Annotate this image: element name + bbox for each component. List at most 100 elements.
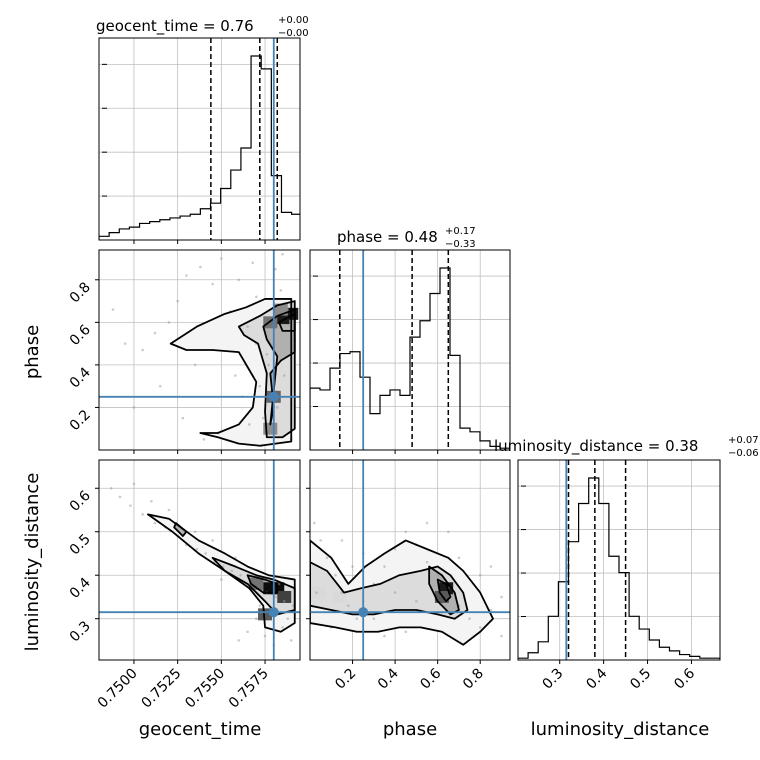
x-tick-label: 0.3 xyxy=(539,666,566,693)
sample-point xyxy=(286,617,290,620)
sample-point xyxy=(204,552,207,555)
sample-point xyxy=(211,539,214,542)
histogram-step xyxy=(99,55,300,240)
x-tick-label: 0.2 xyxy=(332,666,359,693)
panel-2-1: 0.2 0.4 0.6 0.8 xyxy=(306,459,511,693)
sample-point xyxy=(351,565,354,568)
sample-point xyxy=(282,600,286,603)
sample-point xyxy=(457,556,461,560)
y-tick-label: 0.6 xyxy=(67,322,94,349)
y-tick-label: 0.4 xyxy=(67,575,94,602)
panel-frame xyxy=(517,459,721,661)
panel-1-1 xyxy=(309,249,511,454)
contour-line xyxy=(147,513,296,633)
sample-point xyxy=(478,573,482,577)
sample-point xyxy=(111,308,115,311)
sample-point xyxy=(274,267,277,271)
sample-point xyxy=(268,427,272,431)
sample-point xyxy=(258,604,262,607)
sample-point xyxy=(251,261,255,265)
sample-point xyxy=(181,416,185,420)
density-fill xyxy=(310,562,468,619)
title-name: luminosity_distance xyxy=(494,437,643,456)
sample-point xyxy=(346,604,350,607)
sample-point xyxy=(425,560,429,564)
y-tick-label: 0.3 xyxy=(67,618,94,645)
sample-point xyxy=(383,565,386,568)
title-plus: +0.17 xyxy=(445,226,476,237)
sample-point xyxy=(312,521,316,525)
x-tick-label: 0.7550 xyxy=(182,666,228,712)
density-fill xyxy=(263,309,295,425)
truth-marker xyxy=(268,391,279,402)
y-tick-label: 0.8 xyxy=(67,279,94,306)
sample-point xyxy=(258,384,262,388)
sample-point xyxy=(211,282,214,286)
panel-content xyxy=(310,460,510,660)
sample-point xyxy=(158,384,162,388)
truth-marker xyxy=(358,607,369,618)
panel-1-0: 0.2 0.4 0.6 0.8 xyxy=(67,249,301,454)
x-tick-label: 0.7575 xyxy=(226,666,272,712)
sample-point xyxy=(118,495,122,499)
sample-point xyxy=(193,363,197,367)
sample-point xyxy=(153,331,157,335)
sample-point xyxy=(277,582,281,586)
contour-line xyxy=(169,298,293,447)
sample-point xyxy=(255,295,258,299)
contour-line xyxy=(278,312,296,332)
xlabel-geocent-time: geocent_time xyxy=(139,719,262,740)
contour-line xyxy=(173,522,188,537)
panel-content xyxy=(518,460,720,660)
sample-point xyxy=(415,600,418,603)
sample-point xyxy=(246,630,249,634)
sample-point xyxy=(193,530,197,534)
panel-2-2: 0.3 0.4 0.5 0.6 xyxy=(517,459,721,693)
density-cell xyxy=(249,577,264,590)
title-phase: phase = 0.48 xyxy=(337,228,438,246)
contour-line xyxy=(211,556,296,616)
panel-frame xyxy=(98,249,301,451)
density-cell xyxy=(311,586,326,599)
sample-point xyxy=(255,617,258,620)
y-tick-label: 0.4 xyxy=(67,364,94,391)
title-value: 0.76 xyxy=(220,17,253,35)
sample-point xyxy=(489,565,493,568)
sample-point xyxy=(132,482,136,486)
sample-point xyxy=(202,438,206,441)
xlabel-luminosity-distance: luminosity_distance xyxy=(531,719,710,740)
sample-point xyxy=(248,423,251,426)
title-minus: −0.06 xyxy=(728,448,759,459)
sample-point xyxy=(281,252,284,256)
title-name: phase xyxy=(337,228,382,246)
contour-line xyxy=(310,561,469,620)
title-name: geocent_time xyxy=(96,17,198,36)
x-tick-label: 0.5 xyxy=(627,666,654,693)
contour-line xyxy=(262,308,296,426)
sample-point xyxy=(141,513,144,516)
sample-point xyxy=(393,591,397,594)
panel-content xyxy=(99,250,300,450)
contour-line xyxy=(246,574,279,594)
sample-point xyxy=(275,406,279,409)
sample-point xyxy=(234,374,237,377)
sample-point xyxy=(150,500,153,503)
sample-point xyxy=(176,299,179,303)
sample-point xyxy=(109,486,113,490)
x-tick-label: 0.7500 xyxy=(95,666,141,712)
sample-point xyxy=(468,617,471,620)
sample-point xyxy=(265,352,269,356)
density-fill xyxy=(147,514,295,632)
panel-content xyxy=(310,250,510,450)
panel-0-0 xyxy=(98,37,301,244)
sample-point xyxy=(123,342,127,345)
sample-point xyxy=(282,374,286,377)
contour-line xyxy=(436,578,452,603)
sample-point xyxy=(220,578,223,581)
title-luminosity-distance: luminosity_distance = 0.38 xyxy=(494,437,698,456)
sample-point xyxy=(478,626,482,629)
title-value: 0.38 xyxy=(665,437,698,455)
sample-point xyxy=(500,595,503,599)
histogram-step xyxy=(518,477,720,660)
